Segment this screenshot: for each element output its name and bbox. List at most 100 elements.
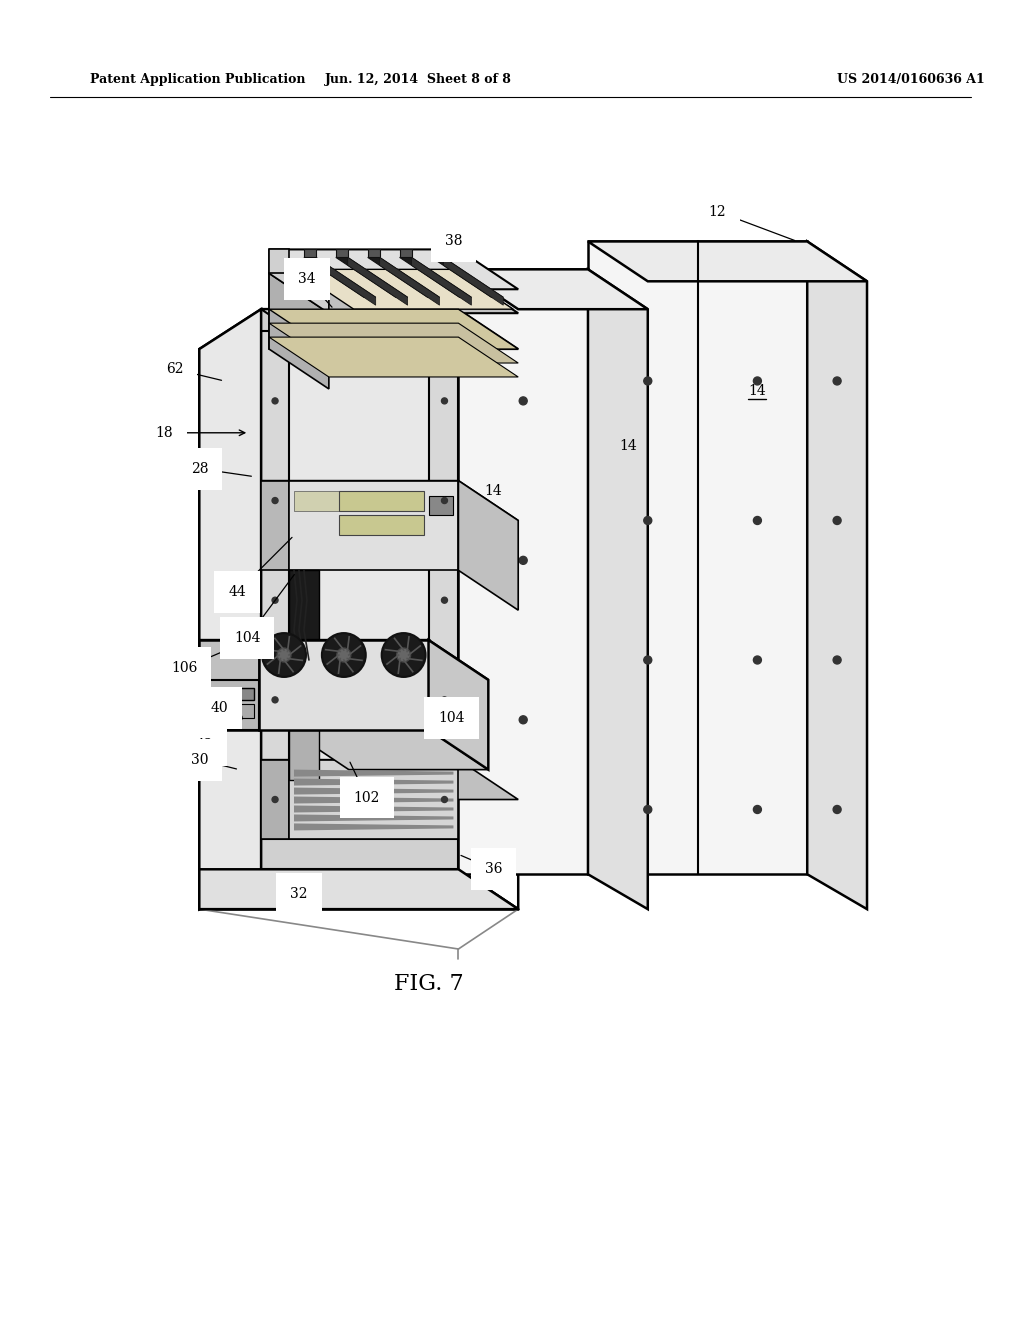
Text: 40: 40 [211, 701, 228, 715]
Text: 62: 62 [166, 362, 183, 376]
Polygon shape [304, 249, 316, 257]
Polygon shape [200, 640, 488, 680]
Polygon shape [200, 309, 261, 909]
Circle shape [644, 805, 651, 813]
Text: 30: 30 [190, 752, 208, 767]
Circle shape [272, 397, 279, 404]
Polygon shape [588, 242, 867, 281]
Text: 34: 34 [298, 272, 315, 286]
Polygon shape [294, 779, 454, 785]
Polygon shape [294, 814, 454, 821]
Circle shape [441, 397, 447, 404]
Circle shape [519, 715, 527, 723]
Text: 104: 104 [233, 631, 260, 645]
Circle shape [272, 498, 279, 503]
Polygon shape [289, 331, 428, 837]
Polygon shape [205, 688, 254, 700]
Polygon shape [348, 257, 408, 305]
Polygon shape [200, 680, 259, 730]
Polygon shape [294, 770, 454, 776]
Text: 14: 14 [749, 384, 766, 397]
Circle shape [644, 378, 651, 385]
Polygon shape [368, 249, 380, 257]
Circle shape [234, 714, 242, 722]
Polygon shape [339, 491, 424, 511]
Polygon shape [294, 269, 513, 309]
Circle shape [644, 516, 651, 524]
Circle shape [262, 634, 306, 677]
Polygon shape [431, 257, 503, 297]
Circle shape [441, 796, 447, 803]
Text: 18: 18 [156, 426, 173, 440]
Circle shape [754, 805, 762, 813]
Circle shape [519, 556, 527, 565]
Polygon shape [294, 805, 454, 813]
Polygon shape [261, 480, 518, 520]
Circle shape [834, 378, 841, 385]
Circle shape [754, 656, 762, 664]
Polygon shape [200, 870, 518, 909]
Polygon shape [261, 309, 289, 870]
Circle shape [754, 516, 762, 524]
Text: 36: 36 [484, 862, 502, 876]
Polygon shape [399, 249, 412, 257]
Circle shape [519, 397, 527, 405]
Polygon shape [269, 323, 518, 363]
Circle shape [278, 648, 291, 663]
Polygon shape [339, 516, 424, 536]
Polygon shape [336, 249, 348, 257]
Polygon shape [234, 704, 254, 718]
Circle shape [441, 697, 447, 702]
Polygon shape [269, 249, 518, 289]
Polygon shape [289, 480, 459, 570]
Circle shape [210, 714, 218, 722]
Text: 32: 32 [290, 887, 308, 902]
Polygon shape [261, 309, 518, 348]
Text: 42: 42 [196, 738, 213, 751]
Text: 44: 44 [228, 585, 246, 599]
Polygon shape [269, 249, 289, 273]
Text: 104: 104 [438, 710, 465, 725]
Text: 12: 12 [709, 205, 726, 219]
Text: US 2014/0160636 A1: US 2014/0160636 A1 [838, 74, 985, 87]
Polygon shape [588, 269, 648, 909]
Circle shape [322, 634, 366, 677]
Circle shape [834, 656, 841, 664]
Circle shape [222, 714, 230, 722]
Polygon shape [261, 840, 459, 870]
Polygon shape [269, 337, 518, 378]
Polygon shape [289, 331, 488, 371]
Polygon shape [289, 570, 318, 640]
Polygon shape [316, 257, 376, 305]
Polygon shape [358, 491, 414, 511]
Circle shape [337, 648, 351, 663]
Polygon shape [459, 480, 518, 610]
Polygon shape [269, 249, 329, 313]
Circle shape [441, 597, 447, 603]
Text: 14: 14 [618, 438, 637, 453]
Polygon shape [269, 273, 289, 348]
Circle shape [272, 796, 279, 803]
Polygon shape [269, 273, 518, 313]
Polygon shape [336, 257, 408, 297]
Circle shape [441, 498, 447, 503]
Polygon shape [428, 331, 459, 837]
Polygon shape [294, 491, 349, 511]
Circle shape [754, 378, 762, 385]
Text: 102: 102 [353, 791, 380, 804]
Polygon shape [459, 269, 648, 309]
Text: 38: 38 [444, 235, 462, 248]
Text: 28: 28 [190, 462, 208, 475]
Polygon shape [261, 759, 518, 800]
Polygon shape [807, 242, 867, 909]
Polygon shape [261, 480, 289, 570]
Polygon shape [443, 257, 503, 305]
Polygon shape [261, 309, 459, 331]
Circle shape [834, 805, 841, 813]
Text: 106: 106 [171, 661, 198, 675]
Circle shape [272, 597, 279, 603]
Polygon shape [259, 640, 428, 730]
Polygon shape [399, 257, 471, 297]
Polygon shape [428, 309, 459, 870]
Polygon shape [294, 824, 454, 830]
